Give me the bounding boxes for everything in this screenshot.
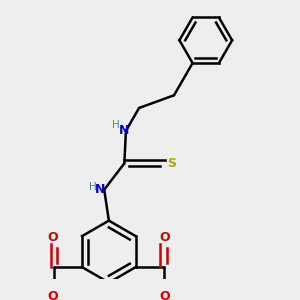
Text: N: N xyxy=(95,183,106,196)
Text: H: H xyxy=(88,182,96,192)
Text: S: S xyxy=(167,157,176,170)
Text: O: O xyxy=(160,290,170,300)
Text: O: O xyxy=(160,231,170,244)
Text: O: O xyxy=(47,290,58,300)
Text: O: O xyxy=(47,231,58,244)
Text: N: N xyxy=(119,124,130,137)
Text: H: H xyxy=(112,120,120,130)
